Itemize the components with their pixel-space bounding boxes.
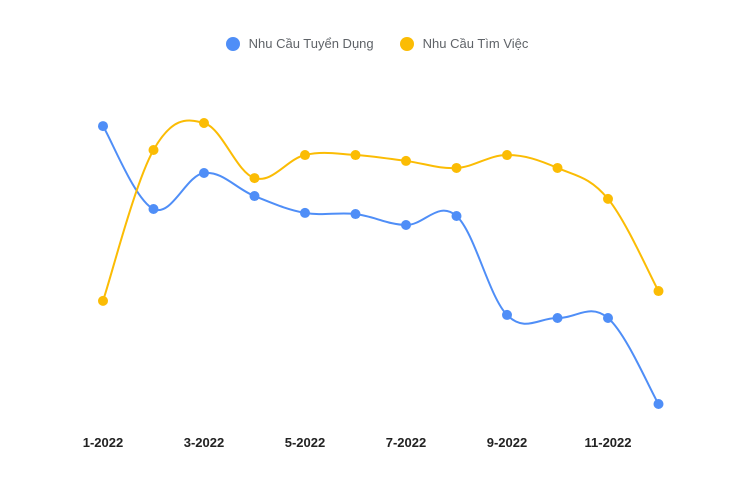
data-point[interactable] [300, 150, 310, 161]
data-point[interactable] [451, 211, 462, 222]
data-point[interactable] [552, 313, 563, 324]
data-point[interactable] [653, 286, 664, 297]
series-tim-viec [98, 118, 664, 306]
data-point[interactable] [350, 150, 361, 161]
data-point[interactable] [401, 220, 411, 231]
data-point[interactable] [502, 309, 512, 320]
data-point[interactable] [401, 155, 411, 166]
data-point[interactable] [603, 313, 613, 324]
data-point[interactable] [98, 121, 108, 132]
legend-marker-icon [225, 36, 240, 51]
data-point[interactable] [249, 191, 260, 202]
legend-label: Nhu Cầu Tuyển Dụng [248, 36, 374, 51]
x-axis-tick-label: 5-2022 [285, 435, 325, 450]
data-point[interactable] [199, 118, 209, 128]
data-point[interactable] [502, 150, 512, 161]
data-point[interactable] [300, 207, 310, 218]
data-point[interactable] [653, 399, 664, 409]
data-point[interactable] [249, 173, 260, 184]
data-point[interactable] [552, 162, 563, 173]
x-axis-tick-label: 11-2022 [585, 435, 632, 450]
data-point[interactable] [98, 295, 108, 306]
chart-legend: Nhu Cầu Tuyển Dụng Nhu Cầu Tìm Việc [0, 36, 754, 51]
data-point[interactable] [199, 168, 209, 179]
x-axis-tick-label: 9-2022 [487, 435, 527, 450]
legend-marker-icon [399, 36, 414, 51]
data-point[interactable] [148, 203, 159, 214]
legend-item-tuyen-dung[interactable]: Nhu Cầu Tuyển Dụng [225, 36, 374, 51]
x-axis-tick-label: 1-2022 [83, 435, 123, 450]
legend-label: Nhu Cầu Tìm Việc [422, 36, 529, 51]
x-axis-tick-label: 7-2022 [386, 435, 426, 450]
data-point[interactable] [350, 209, 361, 220]
series-line [102, 119, 660, 302]
data-point[interactable] [148, 144, 159, 155]
series-line [102, 125, 660, 405]
data-point[interactable] [603, 193, 613, 204]
data-point[interactable] [451, 162, 462, 173]
legend-item-tim-viec[interactable]: Nhu Cầu Tìm Việc [399, 36, 529, 51]
x-axis-tick-label: 3-2022 [184, 435, 224, 450]
series-tuyen-dung [98, 121, 664, 409]
